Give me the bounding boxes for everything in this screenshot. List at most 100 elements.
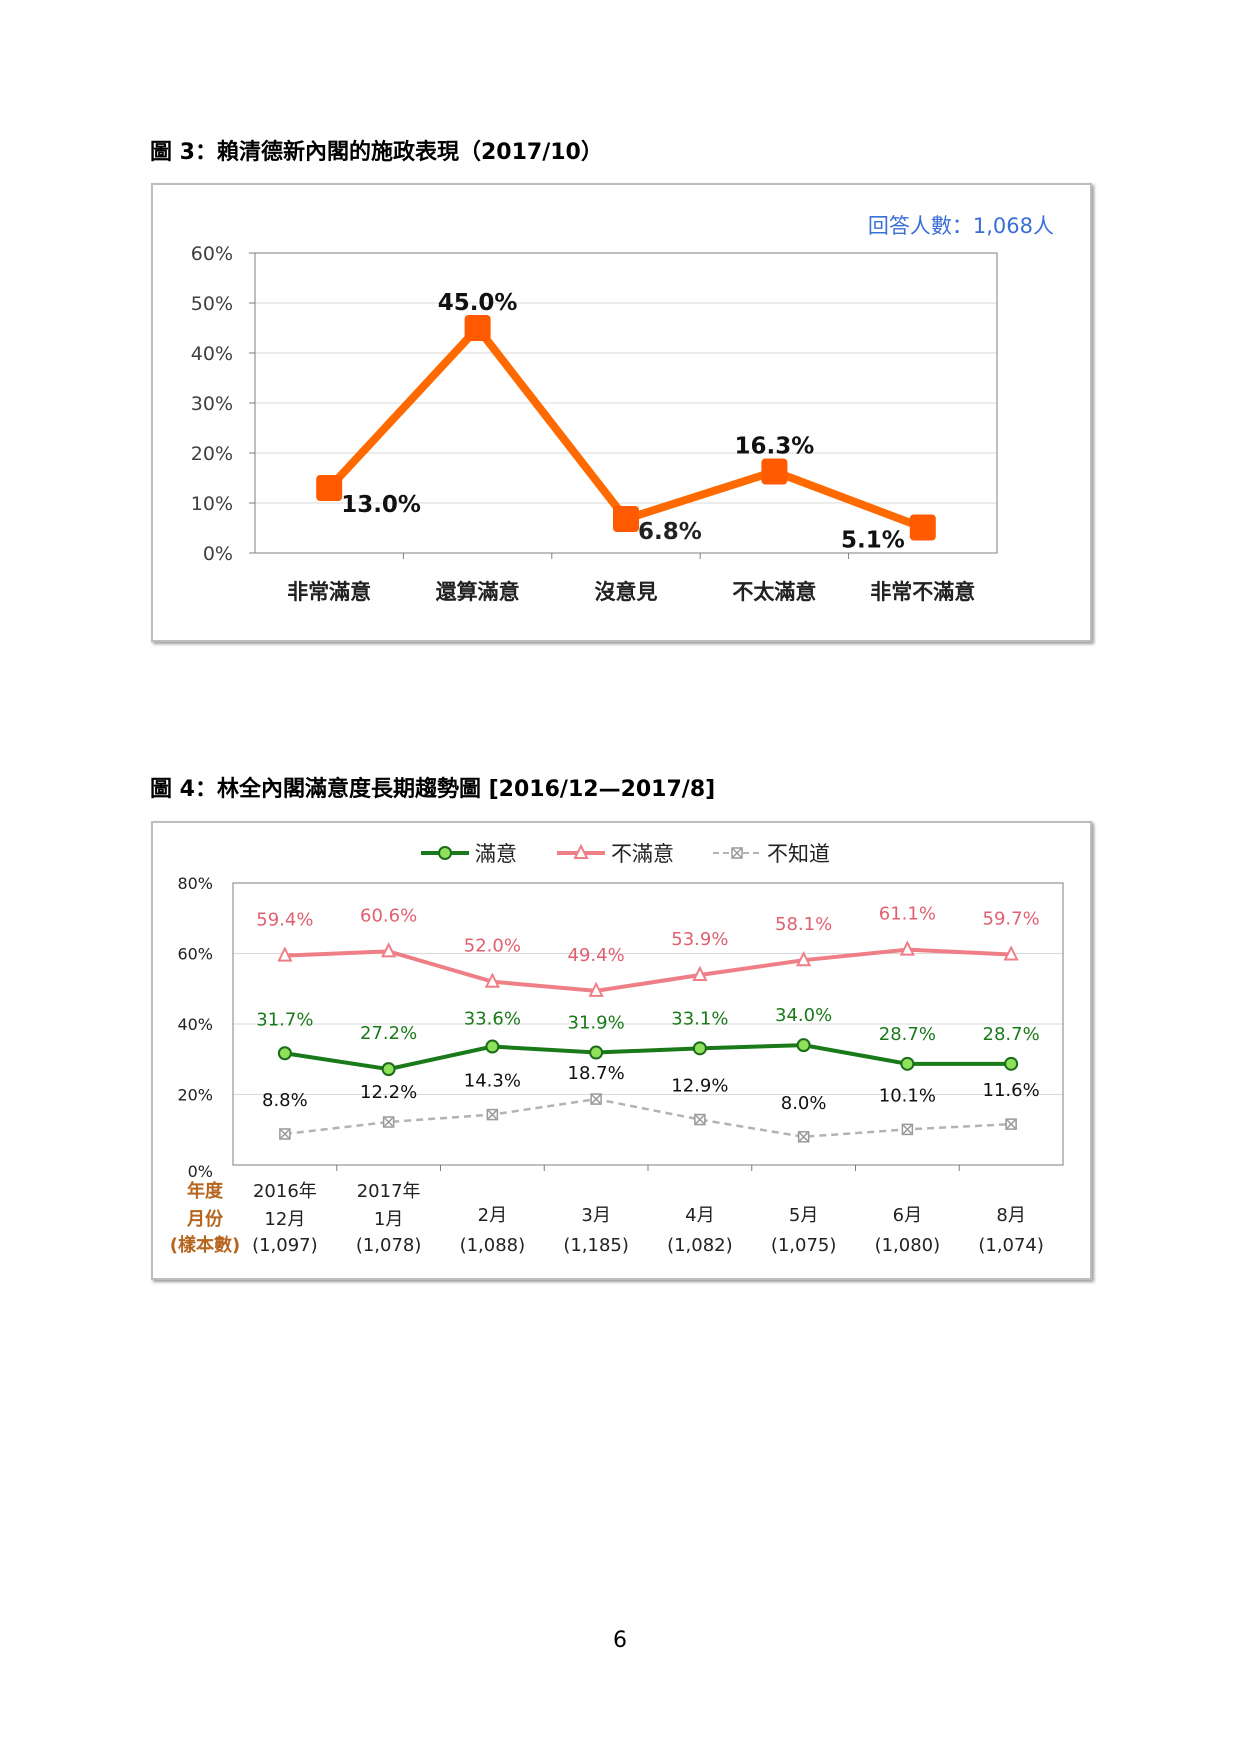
sample-size-label: (1,078) <box>356 1235 422 1256</box>
data-point <box>277 946 293 962</box>
data-point <box>899 940 915 956</box>
month-label: 3月 <box>581 1205 610 1226</box>
data-label: 60.6% <box>360 905 417 926</box>
y-tick-label: 40% <box>177 1015 213 1034</box>
data-label: 53.9% <box>671 929 728 950</box>
year-label: 2016年 <box>253 1181 317 1202</box>
plot-area <box>254 252 998 554</box>
sample-size-label: (1,097) <box>252 1235 318 1256</box>
legend-label: 不知道 <box>767 842 830 866</box>
sample-size-label: (1,088) <box>460 1235 526 1256</box>
figure-4-title: 圖 4：林全內閣滿意度長期趨勢圖 [2016/12—2017/8] <box>150 777 716 802</box>
y-tick-label: 10% <box>191 493 233 515</box>
data-label: 52.0% <box>464 936 521 957</box>
data-label: 16.3% <box>735 434 815 460</box>
data-point <box>590 1093 602 1105</box>
figure-3-title: 圖 3：賴清德新內閣的施政表現（2017/10） <box>150 140 603 165</box>
y-tick-label: 50% <box>191 293 233 315</box>
data-point <box>761 458 788 485</box>
data-label: 49.4% <box>568 945 625 966</box>
data-label: 59.7% <box>983 909 1040 930</box>
y-tick-label: 60% <box>191 243 233 265</box>
satisfaction-chart: 回答人數：1,068人 0% 10% 20% 30% 40% 50% 60% 非常滿意 還算滿意 沒… <box>191 214 1054 604</box>
data-point <box>797 1131 810 1143</box>
y-tick-label: 60% <box>177 945 213 964</box>
y-tick-label: 20% <box>177 1086 213 1105</box>
data-point <box>382 1116 395 1128</box>
data-point <box>485 1039 500 1054</box>
month-label: 6月 <box>893 1205 922 1226</box>
month-label: 5月 <box>789 1205 818 1226</box>
data-point <box>589 1045 604 1060</box>
data-point <box>909 514 936 541</box>
category-label: 非常滿意 <box>287 580 371 604</box>
data-label: 33.6% <box>464 1009 521 1030</box>
data-point <box>277 1046 292 1061</box>
figure-3-frame: 回答人數：1,068人 0% 10% 20% 30% 40% 50% 60% 非常滿意 還算滿意 沒… <box>151 183 1092 642</box>
data-point <box>1003 945 1019 961</box>
trend-chart: 滿意 不滿意 不知道 0% 20% 40% 60% 80% 31.7% 27.2% 33.6% 31.… <box>170 842 1064 1256</box>
category-label: 還算滿意 <box>436 580 520 604</box>
sample-size-label: (1,082) <box>667 1235 733 1256</box>
category-label: 沒意見 <box>595 580 658 604</box>
y-tick-label: 40% <box>191 343 233 365</box>
data-point <box>796 950 812 967</box>
axis-row-label: 年度 <box>187 1180 224 1202</box>
month-label: 8月 <box>996 1205 1025 1226</box>
data-point <box>1004 1056 1019 1071</box>
page-number: 6 <box>613 1628 627 1653</box>
data-point <box>464 315 491 341</box>
data-label: 28.7% <box>879 1024 936 1045</box>
data-point <box>484 972 500 988</box>
data-label: 31.9% <box>568 1013 625 1034</box>
data-label: 10.1% <box>879 1085 936 1106</box>
legend-label: 不滿意 <box>611 842 674 866</box>
data-point <box>901 1123 914 1136</box>
data-label: 18.7% <box>568 1063 625 1084</box>
data-point <box>381 942 397 958</box>
data-point <box>692 1041 707 1056</box>
y-tick-label: 30% <box>191 393 233 415</box>
data-label: 12.9% <box>671 1076 728 1097</box>
data-point <box>381 1062 396 1077</box>
series-line <box>284 1097 1012 1139</box>
data-label: 61.1% <box>879 904 936 925</box>
sample-size-label: (1,075) <box>771 1235 837 1256</box>
sample-size-annotation: 回答人數：1,068人 <box>868 214 1054 238</box>
category-label: 不太滿意 <box>732 580 816 604</box>
data-point <box>796 1038 811 1053</box>
data-label: 59.4% <box>256 910 313 931</box>
data-label: 45.0% <box>438 290 518 316</box>
legend-marker <box>438 846 452 860</box>
data-label: 6.8% <box>638 519 702 545</box>
data-label: 28.7% <box>983 1024 1040 1045</box>
data-point <box>900 1056 915 1071</box>
data-label: 14.3% <box>464 1071 521 1092</box>
series-line <box>284 947 1012 993</box>
data-point <box>1005 1118 1017 1130</box>
category-label: 非常不滿意 <box>870 580 975 604</box>
data-label: 33.1% <box>671 1008 728 1029</box>
data-point <box>486 1108 499 1121</box>
data-point <box>279 1128 291 1140</box>
data-label: 31.7% <box>256 1009 313 1030</box>
month-label: 12月 <box>264 1209 305 1230</box>
data-point <box>694 1113 706 1126</box>
y-tick-label: 80% <box>177 874 213 893</box>
year-label: 2017年 <box>357 1181 421 1202</box>
figure-4-frame: 滿意 不滿意 不知道 0% 20% 40% 60% 80% 31.7% 27.2% 33.6% 31.… <box>151 821 1092 1280</box>
data-label: 13.0% <box>341 492 421 518</box>
data-point <box>613 506 639 532</box>
y-tick-label: 20% <box>191 443 233 465</box>
data-label: 34.0% <box>775 1005 832 1026</box>
axis-row-label: 月份 <box>186 1208 224 1230</box>
data-point <box>692 965 708 982</box>
data-label: 12.2% <box>360 1082 417 1103</box>
sample-size-label: (1,185) <box>563 1235 629 1256</box>
data-label: 8.8% <box>262 1090 308 1111</box>
month-label: 1月 <box>374 1209 403 1230</box>
sample-size-label: (1,074) <box>978 1235 1044 1256</box>
data-label: 27.2% <box>360 1023 417 1044</box>
axis-row-label: (樣本數) <box>170 1234 240 1256</box>
series-line <box>284 1043 1012 1072</box>
